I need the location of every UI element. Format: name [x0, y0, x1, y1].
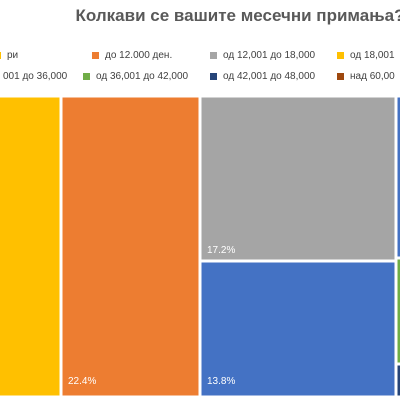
legend-item: од 42,001 до 48,000 — [210, 71, 315, 82]
legend-swatch — [337, 73, 344, 80]
legend-item: од 12,001 до 18,000 — [210, 50, 315, 61]
treemap-tile — [396, 258, 400, 364]
legend-item: 001 до 36,000 — [0, 71, 67, 82]
legend-item: над 60,00 — [337, 71, 395, 82]
legend-swatch — [0, 52, 1, 59]
treemap-tile — [396, 96, 400, 258]
tile-data-label: 22.4% — [68, 376, 96, 387]
legend-label: од 42,001 до 48,000 — [223, 71, 316, 82]
legend-label: од 36,001 до 42,000 — [96, 71, 189, 82]
legend-label: ри — [7, 50, 19, 61]
legend-item: од 36,001 до 42,000 — [83, 71, 188, 82]
legend-swatch — [337, 52, 344, 59]
legend-swatch — [210, 73, 217, 80]
legend-swatch — [83, 73, 90, 80]
treemap-tile — [61, 96, 200, 397]
legend-label: до 12.000 ден. — [105, 50, 173, 61]
legend-label: од 12,001 до 18,000 — [223, 50, 316, 61]
legend-label: над 60,00 — [350, 71, 395, 82]
legend-item: од 18,001 — [337, 50, 395, 61]
treemap-tile — [200, 96, 396, 261]
treemap-tile — [200, 261, 396, 397]
legend-label: 001 до 36,000 — [3, 71, 68, 82]
legend-item: ри — [0, 50, 18, 61]
treemap-tile — [0, 96, 61, 397]
legend-swatch — [92, 52, 99, 59]
tile-data-label: 13.8% — [207, 376, 235, 387]
legend-label: од 18,001 — [350, 50, 395, 61]
chart-title: Колкави се вашите месечни примања? — [75, 6, 400, 25]
legend-swatch — [210, 52, 217, 59]
tile-data-label: 17.2% — [207, 245, 235, 256]
legend-item: до 12.000 ден. — [92, 50, 172, 61]
legend: ри до 12.000 ден. од 12,001 до 18,000 од… — [0, 0, 400, 100]
treemap-tile — [396, 364, 400, 397]
